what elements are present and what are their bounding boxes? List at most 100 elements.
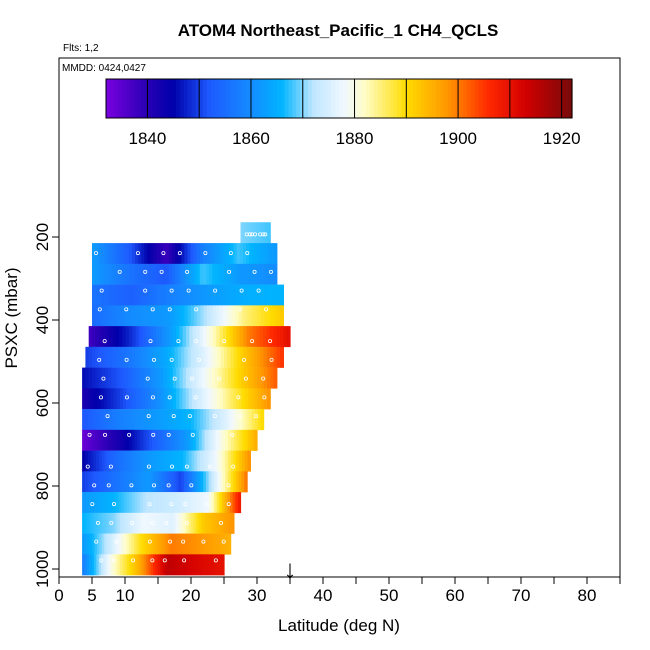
heatmap-cell [203,512,207,534]
heatmap-cell [236,471,240,493]
heatmap-cell [123,284,128,306]
heatmap-cell [128,326,133,348]
heatmap-cell [183,533,187,555]
x-tick-label: 5 [87,586,96,605]
heatmap-cell [211,471,215,493]
heatmap-cell [119,263,124,285]
heatmap-cell [192,492,197,514]
heatmap-cell [162,305,166,327]
heatmap-cell [88,326,93,348]
heatmap-cell [197,471,201,493]
heatmap-cell [179,492,184,514]
heatmap-cell [211,367,216,389]
heatmap-cell [267,305,272,327]
heatmap-cell [82,492,86,514]
heatmap-cell [106,471,111,493]
heatmap-cell [127,512,131,534]
heatmap-cell [141,263,145,285]
heatmap-cell [181,243,185,265]
heatmap-cell [157,450,162,472]
heatmap-cell [203,471,207,493]
sample-point [226,483,231,488]
heatmap-cell [227,429,232,451]
heatmap-cell [250,346,255,368]
heatmap-cell [236,450,240,472]
heatmap-cell [226,512,230,534]
heatmap-cell [193,263,198,285]
heatmap-cell [219,429,223,451]
heatmap-cell [199,263,204,285]
heatmap-cell [257,346,261,368]
heatmap-cell [181,305,186,327]
heatmap-cell [129,388,133,410]
heatmap-cell [144,243,149,265]
heatmap-cell [244,450,249,472]
heatmap-cell [230,429,235,451]
heatmap-cell [82,429,86,451]
heatmap-cell [104,388,108,410]
heatmap-cell [130,305,135,327]
heatmap-cell [119,388,124,410]
heatmap-cell [117,284,122,306]
heatmap-cell [179,326,184,348]
heatmap-cell [179,388,184,410]
heatmap-cell [134,554,138,576]
heatmap-cell [178,429,182,451]
sample-point [186,288,191,293]
heatmap-cell [121,533,125,555]
heatmap-cell [132,512,136,534]
colorbar-segment [148,79,154,118]
heatmap-cell [191,409,195,431]
heatmap-cell [254,429,258,451]
heatmap-cell [208,471,212,493]
heatmap-cell [233,346,238,368]
colorbar-segment [284,79,290,118]
heatmap-cell [98,367,103,389]
heatmap-cell [168,284,173,306]
heatmap-cell [178,305,182,327]
heatmap-cell [251,409,256,431]
heatmap-cell [171,450,176,472]
heatmap-cell [177,450,181,472]
heatmap-cell [141,554,145,576]
heatmap-cell [136,409,141,431]
colorbar [105,78,573,119]
heatmap-cell [193,243,198,265]
heatmap-cell [160,388,165,410]
heatmap-cell [84,554,88,576]
heatmap-cell [169,263,173,285]
heatmap-cell [263,326,268,348]
heatmap-cell [238,388,243,410]
heatmap-cell [241,367,245,389]
colorbar-segment [459,79,464,118]
heatmap-cell [153,554,157,576]
colorbar-segment [249,79,255,118]
heatmap-cell [212,243,216,265]
heatmap-cell [216,554,220,576]
heatmap-cell [159,263,164,285]
heatmap-cell [130,409,135,431]
heatmap-cell [255,263,259,285]
heatmap-cell [185,367,190,389]
colorbar-segment [191,79,196,118]
heatmap-cell [246,263,250,285]
heatmap-cell [190,284,195,306]
colorbar-segment [342,79,348,118]
heatmap-cell [177,492,181,514]
colorbar-segment [548,79,554,118]
colorbar-segment [385,79,391,118]
heatmap-cell [152,429,156,451]
heatmap-cell [132,263,136,285]
heatmap-cell [248,388,252,410]
heatmap-cell [267,243,272,265]
heatmap-cell [208,450,212,472]
heatmap-cell [124,450,128,472]
heatmap-cell [122,512,126,534]
heatmap-cell [171,533,175,555]
heatmap-cell [160,450,165,472]
heatmap-cell [120,512,124,534]
heatmap-cell [229,326,234,348]
heatmap-cell [219,554,223,576]
heatmap-cell [146,450,151,472]
x-tick-label: 30 [248,586,267,605]
